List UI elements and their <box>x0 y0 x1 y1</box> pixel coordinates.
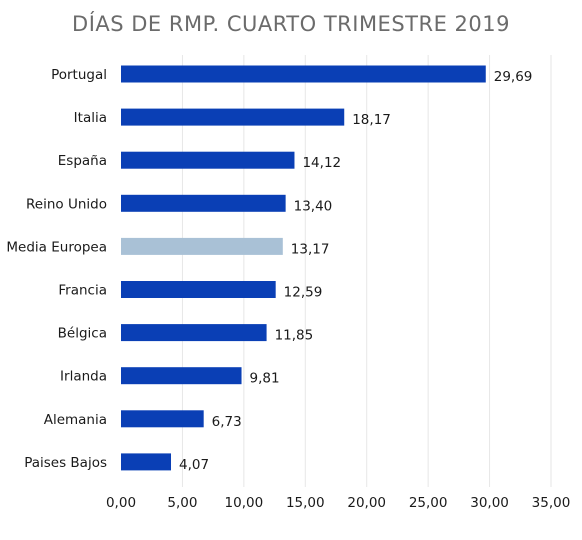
category-label: Irlanda <box>60 369 107 385</box>
x-tick-label: 25,00 <box>409 495 448 511</box>
value-label: 6,73 <box>212 414 242 430</box>
x-tick-label: 10,00 <box>225 495 264 511</box>
value-label: 11,85 <box>275 328 314 344</box>
value-label: 29,69 <box>494 69 533 85</box>
bar <box>121 194 286 212</box>
value-label: 13,40 <box>294 198 333 214</box>
value-label: 9,81 <box>250 371 280 387</box>
category-label: Italia <box>74 110 107 126</box>
chart-title: DÍAS DE RMP. CUARTO TRIMESTRE 2019 <box>72 12 510 36</box>
category-label: Media Europea <box>6 239 107 255</box>
bar <box>121 367 242 385</box>
category-label: Paises Bajos <box>24 455 107 471</box>
category-label: Reino Unido <box>26 196 107 212</box>
bar <box>121 410 204 428</box>
x-tick-label: 5,00 <box>167 495 197 511</box>
value-label: 12,59 <box>284 285 323 301</box>
value-label: 14,12 <box>302 155 341 171</box>
bar <box>121 324 267 342</box>
category-label: Bélgica <box>58 326 107 342</box>
x-tick-label: 35,00 <box>532 495 571 511</box>
bar <box>121 281 276 298</box>
bar <box>121 65 486 83</box>
labels: 0,00 5,00 10,00 15,00 20,00 25,00 30,00 35,00 Po… <box>6 67 570 511</box>
category-label: España <box>58 153 107 169</box>
bar <box>121 151 295 169</box>
bar <box>121 108 345 126</box>
value-label: 4,07 <box>179 457 209 473</box>
value-label: 13,17 <box>291 241 330 257</box>
grid-lines <box>181 55 552 487</box>
x-tick-label: 20,00 <box>347 495 386 511</box>
category-label: Portugal <box>51 67 107 83</box>
category-label: Francia <box>58 283 107 299</box>
bars <box>121 65 486 471</box>
x-tick-label: 30,00 <box>470 495 509 511</box>
x-tick-label: 15,00 <box>286 495 325 511</box>
category-label: Alemania <box>44 412 107 428</box>
bar <box>121 237 283 255</box>
bar <box>121 453 172 471</box>
x-tick-label: 0,00 <box>106 495 136 511</box>
value-label: 18,17 <box>352 112 391 128</box>
